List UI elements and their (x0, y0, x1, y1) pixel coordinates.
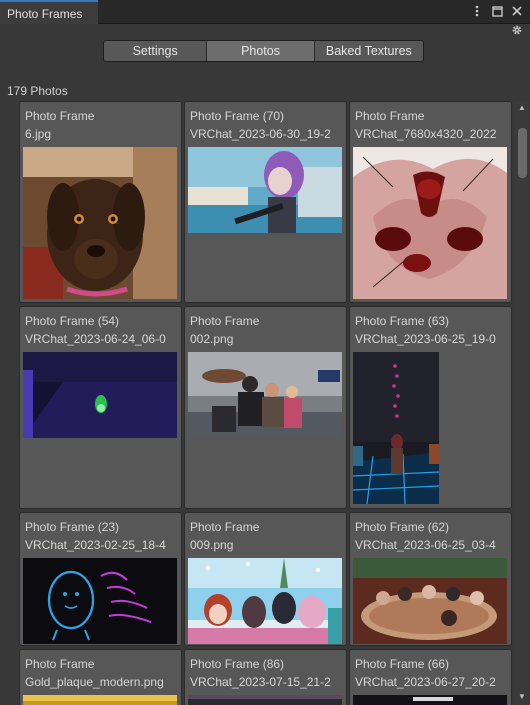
scrollbar-thumb[interactable] (518, 128, 527, 178)
photo-card[interactable]: Photo Frame 002.png (184, 306, 347, 509)
card-filename: VRChat_7680x4320_2022 (355, 127, 497, 141)
photo-card[interactable]: Photo Frame 009.png (184, 512, 347, 646)
segment-photos[interactable]: Photos (207, 41, 315, 61)
photo-card[interactable]: Photo Frame (63) VRChat_2023-06-25_19-0 (349, 306, 512, 509)
dark-purple-room-screenshot (23, 352, 177, 438)
maximize-icon[interactable] (490, 4, 504, 18)
card-title: Photo Frame (86) (190, 657, 285, 671)
photos-count: 179 Photos (7, 84, 68, 98)
card-title: Photo Frame (54) (25, 314, 120, 328)
card-filename: VRChat_2023-06-27_20-2 (355, 675, 496, 689)
pink-sketch-artwork (353, 147, 507, 299)
window-tab-label: Photo Frames (7, 7, 83, 21)
card-filename: VRChat_2023-07-15_21-2 (190, 675, 331, 689)
photo-card[interactable]: Photo Frame (54) VRChat_2023-06-24_06-0 (19, 306, 182, 509)
photo-card[interactable]: Photo Frame Gold_plaque_modern.png (19, 649, 182, 705)
card-title: Photo Frame (66) (355, 657, 450, 671)
anime-group-screenshot (188, 558, 342, 644)
gear-icon[interactable] (510, 24, 524, 38)
window-tab-bar: Photo Frames (0, 0, 530, 24)
photo-card[interactable]: Photo Frame 6.jpg (19, 101, 182, 303)
gold-plaque (23, 695, 177, 705)
card-filename: 002.png (190, 332, 234, 346)
card-filename: VRChat_2023-06-30_19-2 (190, 127, 331, 141)
photo-card[interactable]: Photo Frame (70) VRChat_2023-06-30_19-2 (184, 101, 347, 303)
purple-hair-avatar-screenshot (188, 147, 342, 233)
brown-dog-photo (23, 147, 177, 299)
avatars-with-blimp-screenshot (188, 352, 342, 438)
card-filename: Gold_plaque_modern.png (25, 675, 164, 689)
view-mode-segmented-control: Settings Photos Baked Textures (103, 40, 424, 62)
card-filename: 6.jpg (25, 127, 52, 141)
card-title: Photo Frame (355, 109, 425, 123)
card-title: Photo Frame (25, 657, 95, 671)
window-tab-photo-frames[interactable]: Photo Frames (0, 0, 98, 24)
scroll-down-arrow-icon[interactable]: ▼ (518, 692, 526, 701)
vertical-scrollbar[interactable]: ▲ ▼ (514, 101, 530, 705)
card-title: Photo Frame (23) (25, 520, 120, 534)
card-filename: VRChat_2023-02-25_18-4 (25, 538, 166, 552)
photo-card[interactable]: Photo Frame (86) VRChat_2023-07-15_21-2 (184, 649, 347, 705)
window-controls (470, 4, 524, 18)
card-filename: VRChat_2023-06-25_03-4 (355, 538, 496, 552)
photo-card[interactable]: Photo Frame (23) VRChat_2023-02-25_18-4 (19, 512, 182, 646)
segment-baked-textures[interactable]: Baked Textures (314, 41, 423, 61)
card-title: Photo Frame (62) (355, 520, 450, 534)
more-vert-icon[interactable] (470, 4, 484, 18)
neon-egg-drawing (23, 558, 177, 644)
card-filename: VRChat_2023-06-25_19-0 (355, 332, 496, 346)
partial-screenshot (188, 695, 342, 705)
segment-settings[interactable]: Settings (104, 41, 208, 61)
neon-club-screenshot (353, 352, 439, 504)
scroll-up-arrow-icon[interactable]: ▲ (518, 103, 526, 112)
card-title: Photo Frame (25, 109, 95, 123)
photo-card[interactable]: Photo Frame (66) VRChat_2023-06-27_20-2 (349, 649, 512, 705)
hot-tub-group-screenshot (353, 558, 507, 644)
photo-card[interactable]: Photo Frame VRChat_7680x4320_2022 (349, 101, 512, 303)
close-icon[interactable] (510, 4, 524, 18)
photo-grid: Photo Frame 6.jpg Photo Frame (70) VRCha… (19, 101, 513, 705)
card-title: Photo Frame (70) (190, 109, 285, 123)
card-title: Photo Frame (63) (355, 314, 450, 328)
card-filename: VRChat_2023-06-24_06-0 (25, 332, 166, 346)
photo-card[interactable]: Photo Frame (62) VRChat_2023-06-25_03-4 (349, 512, 512, 646)
card-filename: 009.png (190, 538, 234, 552)
card-title: Photo Frame (190, 314, 260, 328)
partial-screenshot-dark (353, 695, 507, 705)
card-title: Photo Frame (190, 520, 260, 534)
